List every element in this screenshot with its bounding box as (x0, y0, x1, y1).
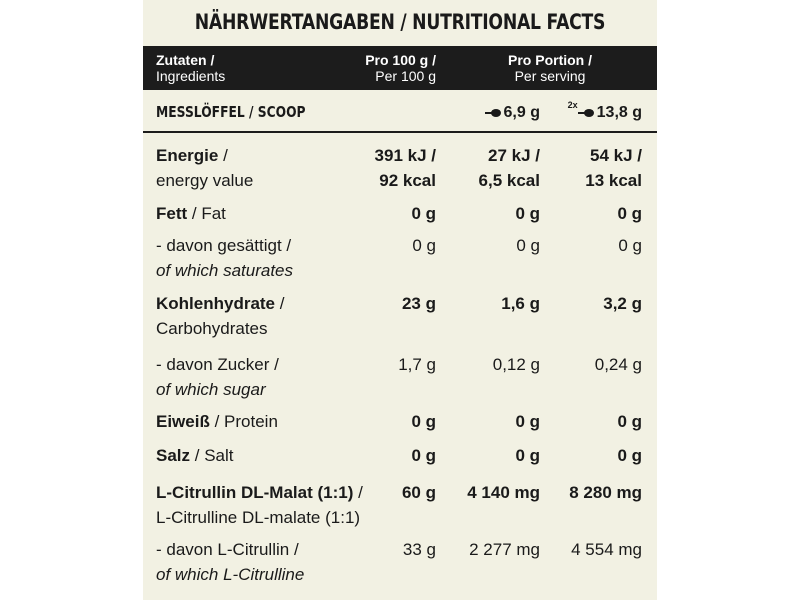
nutrient-name-en: of which sugar (156, 380, 266, 399)
nutrient-name-de: Energie (156, 146, 219, 165)
nutrient-name: Eiweiß / Protein (156, 409, 278, 434)
nutrient-name-en: L-Citrulline DL-malate (1:1) (156, 508, 361, 527)
spoon-icon (484, 108, 501, 117)
two-scoops-value: 0 g (617, 446, 642, 465)
nutrient-name-en: Carbohydrates (156, 319, 268, 338)
nutrient-name-de: Kohlenhydrate (156, 294, 276, 313)
per-100g-value: 0 g (411, 446, 436, 465)
nutrient-name-en: of which saturates (156, 261, 294, 280)
nutrient-name-sep: / (218, 146, 228, 165)
two-scoops-value: 54 kJ /13 kcal (585, 146, 642, 190)
two-scoops-value: 4 554 mg (571, 540, 642, 559)
nutrient-name-de: - davon Zucker / (156, 355, 279, 374)
nutrient-name: Salz / Salt (156, 443, 234, 468)
per-100g-value: 0 g (411, 412, 436, 431)
one-scoop-value: 1,6 g (501, 294, 540, 313)
scoop-row: MESSLÖFFEL / SCOOP 6,9 g 2x 13,8 g (143, 95, 657, 133)
header-per-serving: Pro Portion / Per serving (508, 52, 592, 84)
table-title: NÄHRWERTANGABEN / NUTRITIONAL FACTS (194, 10, 606, 34)
one-scoop-value: 27 kJ /6,5 kcal (478, 146, 540, 190)
nutrient-name-sep: / Fat (187, 204, 226, 223)
two-scoops-value: 0 g (618, 236, 642, 255)
two-scoops-value: 3,2 g (603, 294, 642, 313)
nutrient-name-sep: / Salt (190, 446, 234, 465)
nutrient-name: Kohlenhydrate / Carbohydrates (156, 291, 284, 341)
nutrient-name-de: Eiweiß (156, 412, 210, 431)
per-100g-value: 1,7 g (398, 355, 436, 374)
nutrient-name-de: L-Citrullin DL-Malat (1:1) (156, 483, 354, 502)
two-scoops-value: 0,24 g (594, 355, 642, 374)
two-scoops-prefix: 2x (567, 100, 578, 110)
nutrient-name: Energie / energy value (156, 143, 253, 193)
one-scoop-value: 4 140 mg (467, 483, 540, 502)
spoon-icon (577, 108, 594, 117)
scoop-label: MESSLÖFFEL / SCOOP (156, 103, 306, 121)
one-scoop-value: 2 277 mg (469, 540, 540, 559)
nutrient-name-en: energy value (156, 171, 254, 190)
one-scoop-value: 0 g (516, 236, 540, 255)
nutrient-name-de: - davon gesättigt / (156, 236, 292, 255)
one-scoop-value: 0 g (515, 204, 540, 223)
nutrition-facts-panel: NÄHRWERTANGABEN / NUTRITIONAL FACTS Zuta… (143, 0, 657, 600)
header-ingredients: Zutaten / Ingredients (156, 52, 226, 84)
two-scoops-value: 0 g (617, 204, 642, 223)
table-header: Zutaten / Ingredients Pro 100 g / Per 10… (143, 46, 657, 90)
nutrient-name: - davon Zucker / of which sugar (156, 352, 279, 402)
nutrient-name-de: Salz (156, 446, 191, 465)
one-scoop-value: 0,12 g (492, 355, 540, 374)
per-100g-value: 23 g (401, 294, 436, 313)
per-100g-value: 60 g (401, 483, 436, 502)
nutrient-name: - davon L-Citrullin / of which L-Citrulli… (156, 537, 304, 587)
header-per-100g: Pro 100 g / Per 100 g (365, 52, 436, 84)
two-scoops-value: 0 g (617, 412, 642, 431)
one-scoop-value: 0 g (515, 446, 540, 465)
one-scoop-value: 6,9 g (484, 104, 540, 122)
nutrient-name: - davon gesättigt / of which saturates (156, 233, 293, 283)
per-100g-value: 0 g (412, 236, 436, 255)
nutrient-name-de: - davon L-Citrullin / (156, 540, 299, 559)
nutrient-name-de: Fett (156, 204, 188, 223)
nutrient-name: Fett / Fat (156, 201, 226, 226)
nutrient-name: L-Citrullin DL-Malat (1:1) / L-Citrulline… (156, 480, 363, 530)
nutrient-name-sep: / Protein (209, 412, 278, 431)
per-100g-value: 391 kJ /92 kcal (374, 146, 436, 190)
two-scoops-value: 2x 13,8 g (567, 100, 642, 121)
per-100g-value: 0 g (411, 204, 436, 223)
nutrient-name-en: of which L-Citrulline (156, 565, 305, 584)
per-100g-value: 33 g (402, 540, 436, 559)
one-scoop-value: 0 g (515, 412, 540, 431)
two-scoops-value: 8 280 mg (569, 483, 642, 502)
nutrient-name-sep: / (275, 294, 285, 313)
nutrient-name-sep: / (353, 483, 363, 502)
